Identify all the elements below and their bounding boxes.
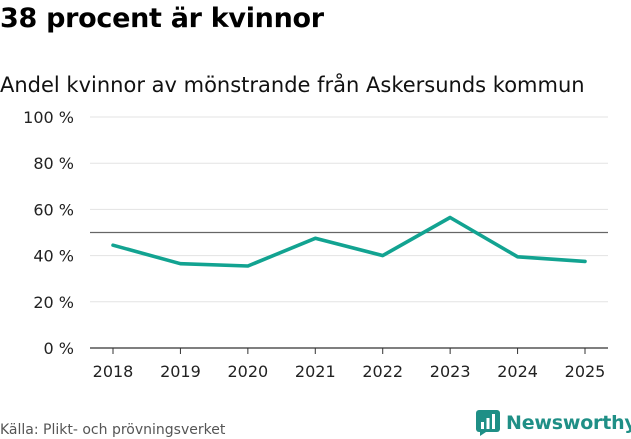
y-tick-label: 40 %: [33, 247, 74, 266]
x-axis: 2018 2019 2020 2021 2022 2023 2024 2025: [93, 348, 606, 381]
x-tick-label: 2022: [362, 362, 403, 381]
brand-name: Newsworthy: [506, 412, 631, 434]
x-tick-label: 2018: [93, 362, 134, 381]
y-tick-label: 0 %: [44, 339, 74, 358]
x-tick-label: 2021: [295, 362, 336, 381]
x-tick-label: 2024: [497, 362, 538, 381]
x-tick-label: 2023: [430, 362, 471, 381]
series-layer: [111, 215, 587, 268]
bar-chart-logo-icon: [476, 410, 500, 436]
chart-title: 38 procent är kvinnor: [0, 3, 324, 34]
y-tick-label: 100 %: [23, 108, 74, 127]
source-note: Källa: Plikt- och prövningsverket: [0, 422, 226, 438]
brand-logo[interactable]: Newsworthy: [476, 408, 631, 438]
x-tick-label: 2020: [227, 362, 268, 381]
grid-lines: 0 % 20 % 40 % 60 % 80 % 100 %: [23, 108, 608, 358]
y-tick-label: 60 %: [33, 200, 74, 219]
y-tick-label: 20 %: [33, 293, 74, 312]
x-tick-label: 2025: [565, 362, 606, 381]
series-line: [111, 215, 587, 268]
chart-subtitle: Andel kvinnor av mönstrande från Askersu…: [0, 73, 585, 97]
y-tick-label: 80 %: [33, 154, 74, 173]
x-tick-label: 2019: [160, 362, 201, 381]
